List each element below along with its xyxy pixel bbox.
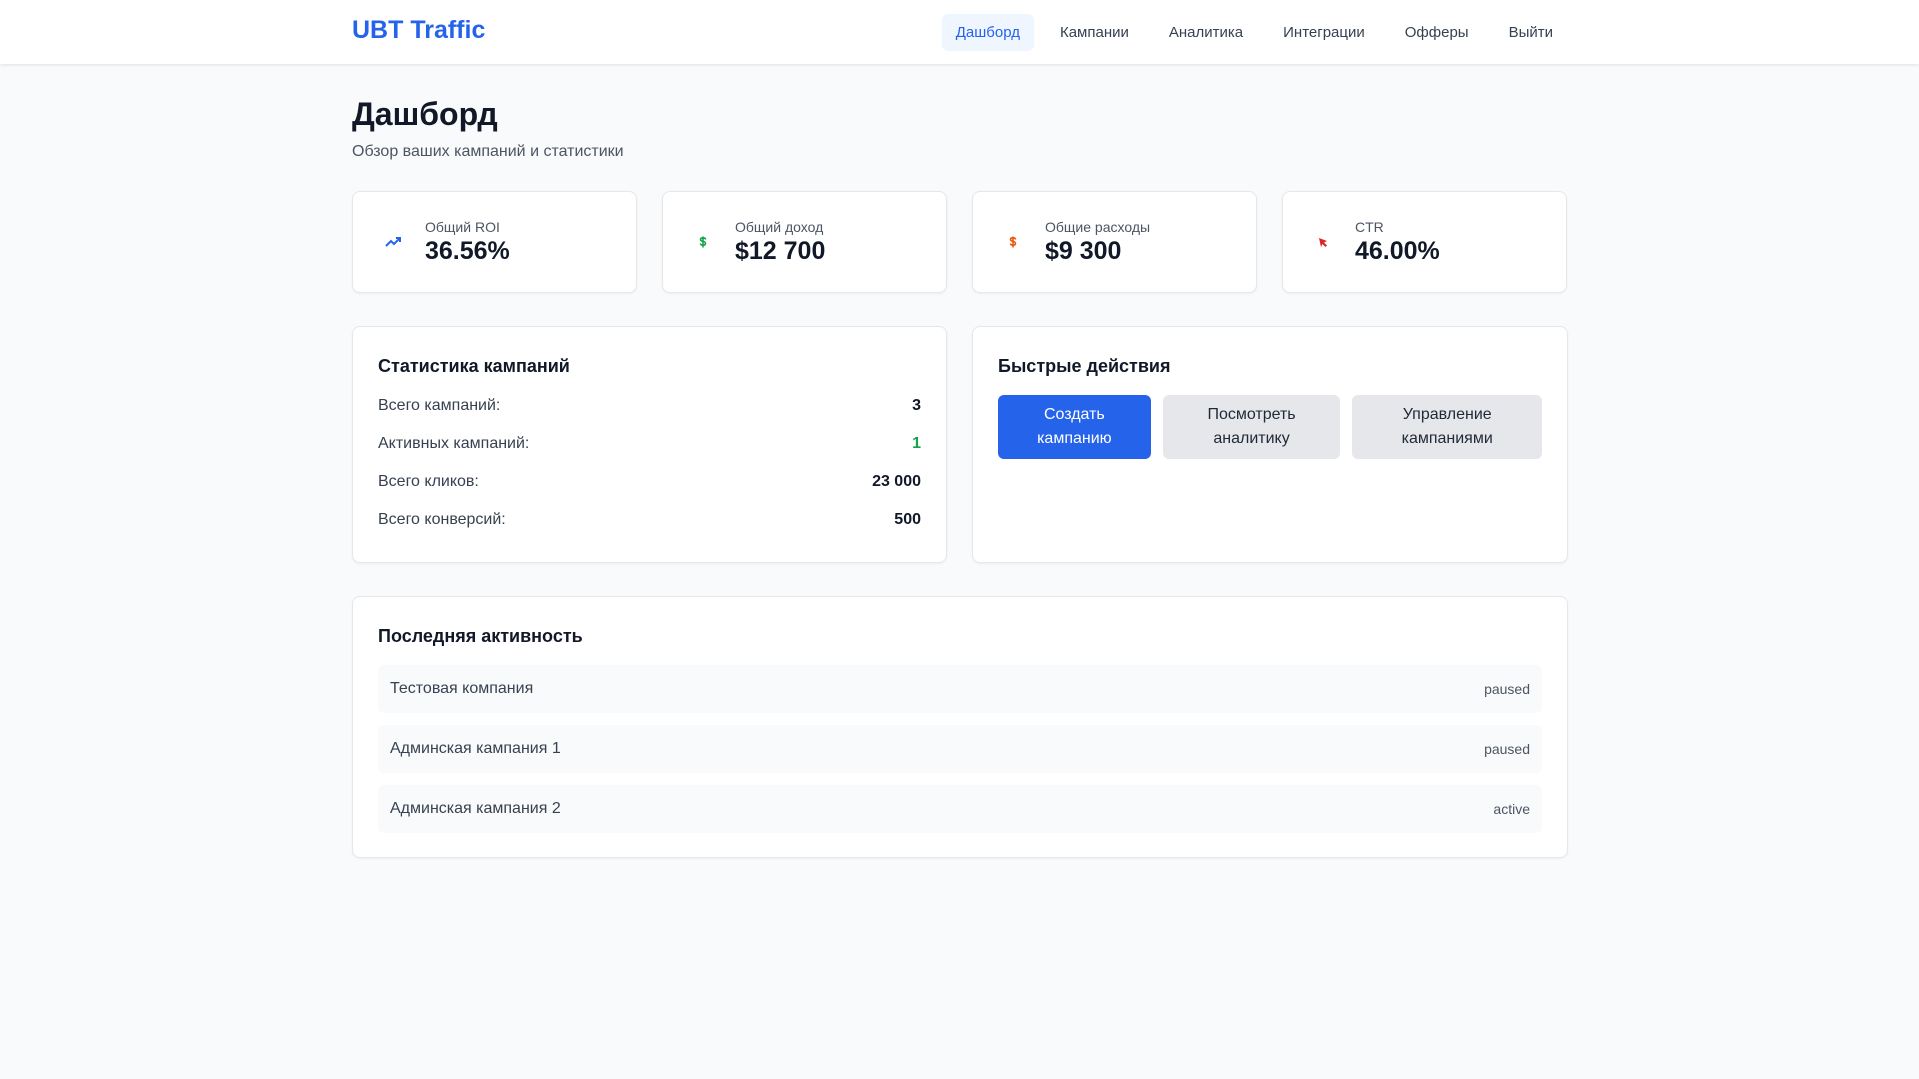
activity-item: Админская кампания 2 active <box>378 785 1542 833</box>
item-status: paused <box>1484 741 1530 757</box>
card-title: Статистика кампаний <box>378 356 570 376</box>
icon <box>699 236 707 248</box>
activity-item: Тестовая компания paused <box>378 665 1542 713</box>
nav-link[interactable]: Офферы <box>1404 24 1469 41</box>
stat-label: Общий доход <box>735 218 824 235</box>
stat-row: Всего конверсий: 500 <box>378 511 921 529</box>
button[interactable]: Создать кампанию <box>998 395 1151 459</box>
stat-value: $9 300 <box>1045 236 1122 265</box>
item-name: Тестовая компания <box>390 680 534 697</box>
stat-row: Всего кампаний: 3 <box>378 397 921 415</box>
nav-link[interactable]: Выйти <box>1508 24 1553 41</box>
row-label: Всего кампаний: <box>378 397 501 414</box>
logo[interactable]: UBT Traffic <box>352 16 486 44</box>
stat-value: 36.56% <box>425 236 510 265</box>
item-status: paused <box>1484 681 1530 697</box>
nav-link[interactable]: Аналитика <box>1168 24 1244 41</box>
icon <box>1319 238 1327 247</box>
stat-card: Общий доход $12 700 <box>662 191 947 293</box>
activity: Последняя активность Тестовая компания pa… <box>352 596 1568 858</box>
row: Статистика кампаний Всего кампаний: 3 Акт… <box>352 326 1568 563</box>
stat-card: Общий ROI 36.56% <box>352 191 637 293</box>
row-value: 3 <box>912 397 921 414</box>
row-value: 1 <box>912 435 921 452</box>
stat-cards: Общий ROI 36.56% Общий доход $12 700 Общие… <box>352 191 1568 293</box>
row-label: Активных кампаний: <box>378 435 530 452</box>
nav-link[interactable]: Дашборд <box>941 14 1034 51</box>
stat-row: Всего кликов: 23 000 <box>378 473 921 491</box>
row-label: Всего кликов: <box>378 473 479 490</box>
item-status: active <box>1493 801 1530 817</box>
nav: Дашборд Кампании Аналитика Интеграции Оф… <box>941 14 1567 51</box>
header: UBT Traffic Дашборд Кампании Аналитика И… <box>0 0 1919 64</box>
activity-item: Админская кампания 1 paused <box>378 725 1542 773</box>
stat-label: CTR <box>1355 218 1384 235</box>
button[interactable]: Посмотреть аналитику <box>1162 395 1341 459</box>
stat-row: Активных кампаний: 1 <box>378 435 921 453</box>
stat-label: Общие расходы <box>1045 218 1151 235</box>
item-name: Админская кампания 2 <box>390 800 561 817</box>
buttons: Создать кампанию Посмотреть аналитику Уп… <box>998 395 1542 459</box>
icon <box>385 237 401 247</box>
card-title: Последняя активность <box>378 626 583 646</box>
nav-link[interactable]: Кампании <box>1059 24 1129 41</box>
nav-link[interactable]: Интеграции <box>1283 24 1365 41</box>
item-name: Админская кампания 1 <box>390 740 561 757</box>
card-title: Быстрые действия <box>998 356 1171 376</box>
stat-label: Общий ROI <box>425 218 500 235</box>
row-label: Всего конверсий: <box>378 511 506 528</box>
stat-card: Общие расходы $9 300 <box>972 191 1257 293</box>
main: Дашборд Обзор ваших кампаний и статистик… <box>352 64 1568 858</box>
row-value: 23 000 <box>872 473 921 490</box>
icon <box>1009 236 1017 248</box>
row-value: 500 <box>894 511 921 528</box>
page-subtitle: Обзор ваших кампаний и статистики <box>352 143 624 160</box>
page-title: Дашборд <box>352 96 498 132</box>
campaign-stats: Статистика кампаний Всего кампаний: 3 Акт… <box>352 326 947 563</box>
stat-value: $12 700 <box>735 236 826 265</box>
stat-value: 46.00% <box>1355 236 1440 265</box>
stat-card: CTR 46.00% <box>1282 191 1567 293</box>
button[interactable]: Управление кампаниями <box>1352 395 1542 459</box>
quick-actions: Быстрые действия Создать кампанию Посмот… <box>972 326 1568 563</box>
